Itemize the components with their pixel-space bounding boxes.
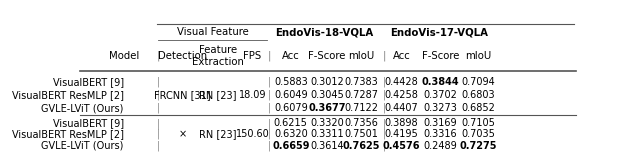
Text: 0.6852: 0.6852 <box>461 103 495 113</box>
Text: Visual Feature: Visual Feature <box>177 27 249 37</box>
Text: |: | <box>157 51 160 61</box>
Text: 0.7122: 0.7122 <box>345 103 379 113</box>
Text: 0.3702: 0.3702 <box>424 90 458 100</box>
Text: |: | <box>383 90 386 100</box>
Text: Model: Model <box>109 51 139 61</box>
Text: 0.7356: 0.7356 <box>345 118 379 128</box>
Text: 0.3311: 0.3311 <box>310 129 344 139</box>
Text: |: | <box>383 118 386 129</box>
Text: |: | <box>268 51 271 61</box>
Text: VisualBERT ResMLP [2]: VisualBERT ResMLP [2] <box>12 90 124 100</box>
Text: 0.6320: 0.6320 <box>274 129 308 139</box>
Text: |: | <box>383 141 386 151</box>
Text: FRCNN [31]: FRCNN [31] <box>154 90 211 100</box>
Text: EndoVis-17-VQLA: EndoVis-17-VQLA <box>390 27 488 37</box>
Text: 0.4258: 0.4258 <box>385 90 419 100</box>
Text: |: | <box>268 90 271 100</box>
Text: 0.7105: 0.7105 <box>461 118 495 128</box>
Text: VisualBERT ResMLP [2]: VisualBERT ResMLP [2] <box>12 129 124 139</box>
Text: 0.4428: 0.4428 <box>385 77 419 87</box>
Text: |: | <box>383 129 386 139</box>
Text: 0.3320: 0.3320 <box>310 118 344 128</box>
Text: 0.6079: 0.6079 <box>274 103 308 113</box>
Text: 0.6803: 0.6803 <box>461 90 495 100</box>
Text: 0.3045: 0.3045 <box>310 90 344 100</box>
Text: 0.5883: 0.5883 <box>274 77 308 87</box>
Text: 0.7287: 0.7287 <box>345 90 379 100</box>
Text: RN [23]: RN [23] <box>199 129 237 139</box>
Text: 0.6049: 0.6049 <box>274 90 308 100</box>
Text: Acc: Acc <box>282 51 300 61</box>
Text: |: | <box>157 103 160 113</box>
Text: 0.3677: 0.3677 <box>308 103 346 113</box>
Text: FPS: FPS <box>243 51 262 61</box>
Text: mIoU: mIoU <box>465 51 492 61</box>
Text: 0.3844: 0.3844 <box>422 77 460 87</box>
Text: 0.4407: 0.4407 <box>385 103 419 113</box>
Text: |: | <box>157 118 160 129</box>
Text: Detection: Detection <box>158 51 207 61</box>
Text: 0.6215: 0.6215 <box>274 118 308 128</box>
Text: |: | <box>268 103 271 113</box>
Text: mIoU: mIoU <box>349 51 375 61</box>
Text: 0.2489: 0.2489 <box>424 141 458 151</box>
Text: |: | <box>383 77 386 87</box>
Text: EndoVis-18-VQLA: EndoVis-18-VQLA <box>275 27 374 37</box>
Text: VisualBERT [9]: VisualBERT [9] <box>52 77 124 87</box>
Text: 0.4195: 0.4195 <box>385 129 419 139</box>
Text: RN [23]: RN [23] <box>199 90 237 100</box>
Text: 0.7094: 0.7094 <box>461 77 495 87</box>
Text: |: | <box>268 118 271 129</box>
Text: 0.3012: 0.3012 <box>310 77 344 87</box>
Text: 0.7035: 0.7035 <box>461 129 495 139</box>
Text: Acc: Acc <box>392 51 410 61</box>
Text: F-Score: F-Score <box>308 51 346 61</box>
Text: 0.3169: 0.3169 <box>424 118 458 128</box>
Text: 150.60: 150.60 <box>236 129 269 139</box>
Text: 0.6659: 0.6659 <box>272 141 310 151</box>
Text: 0.3316: 0.3316 <box>424 129 458 139</box>
Text: VisualBERT [9]: VisualBERT [9] <box>52 118 124 128</box>
Text: 0.4576: 0.4576 <box>383 141 420 151</box>
Text: |: | <box>268 77 271 87</box>
Text: 0.3273: 0.3273 <box>424 103 458 113</box>
Text: Feature: Feature <box>199 45 237 55</box>
Text: F-Score: F-Score <box>422 51 460 61</box>
Text: 18.09: 18.09 <box>239 90 266 100</box>
Text: |: | <box>268 129 271 139</box>
Text: GVLE-LViT (Ours): GVLE-LViT (Ours) <box>41 103 124 113</box>
Text: 0.7625: 0.7625 <box>343 141 380 151</box>
Text: 0.3898: 0.3898 <box>385 118 418 128</box>
Text: 0.7501: 0.7501 <box>345 129 379 139</box>
Text: |: | <box>157 141 160 151</box>
Text: 0.7275: 0.7275 <box>460 141 497 151</box>
Text: 0.7383: 0.7383 <box>345 77 379 87</box>
Text: |: | <box>157 129 160 139</box>
Text: |: | <box>383 103 386 113</box>
Text: |: | <box>383 51 386 61</box>
Text: GVLE-LViT (Ours): GVLE-LViT (Ours) <box>41 141 124 151</box>
Text: |: | <box>268 141 271 151</box>
Text: Extraction: Extraction <box>192 57 244 67</box>
Text: |: | <box>157 77 160 87</box>
Text: |: | <box>157 90 160 100</box>
Text: 0.3614: 0.3614 <box>310 141 344 151</box>
Text: ×: × <box>179 129 187 139</box>
